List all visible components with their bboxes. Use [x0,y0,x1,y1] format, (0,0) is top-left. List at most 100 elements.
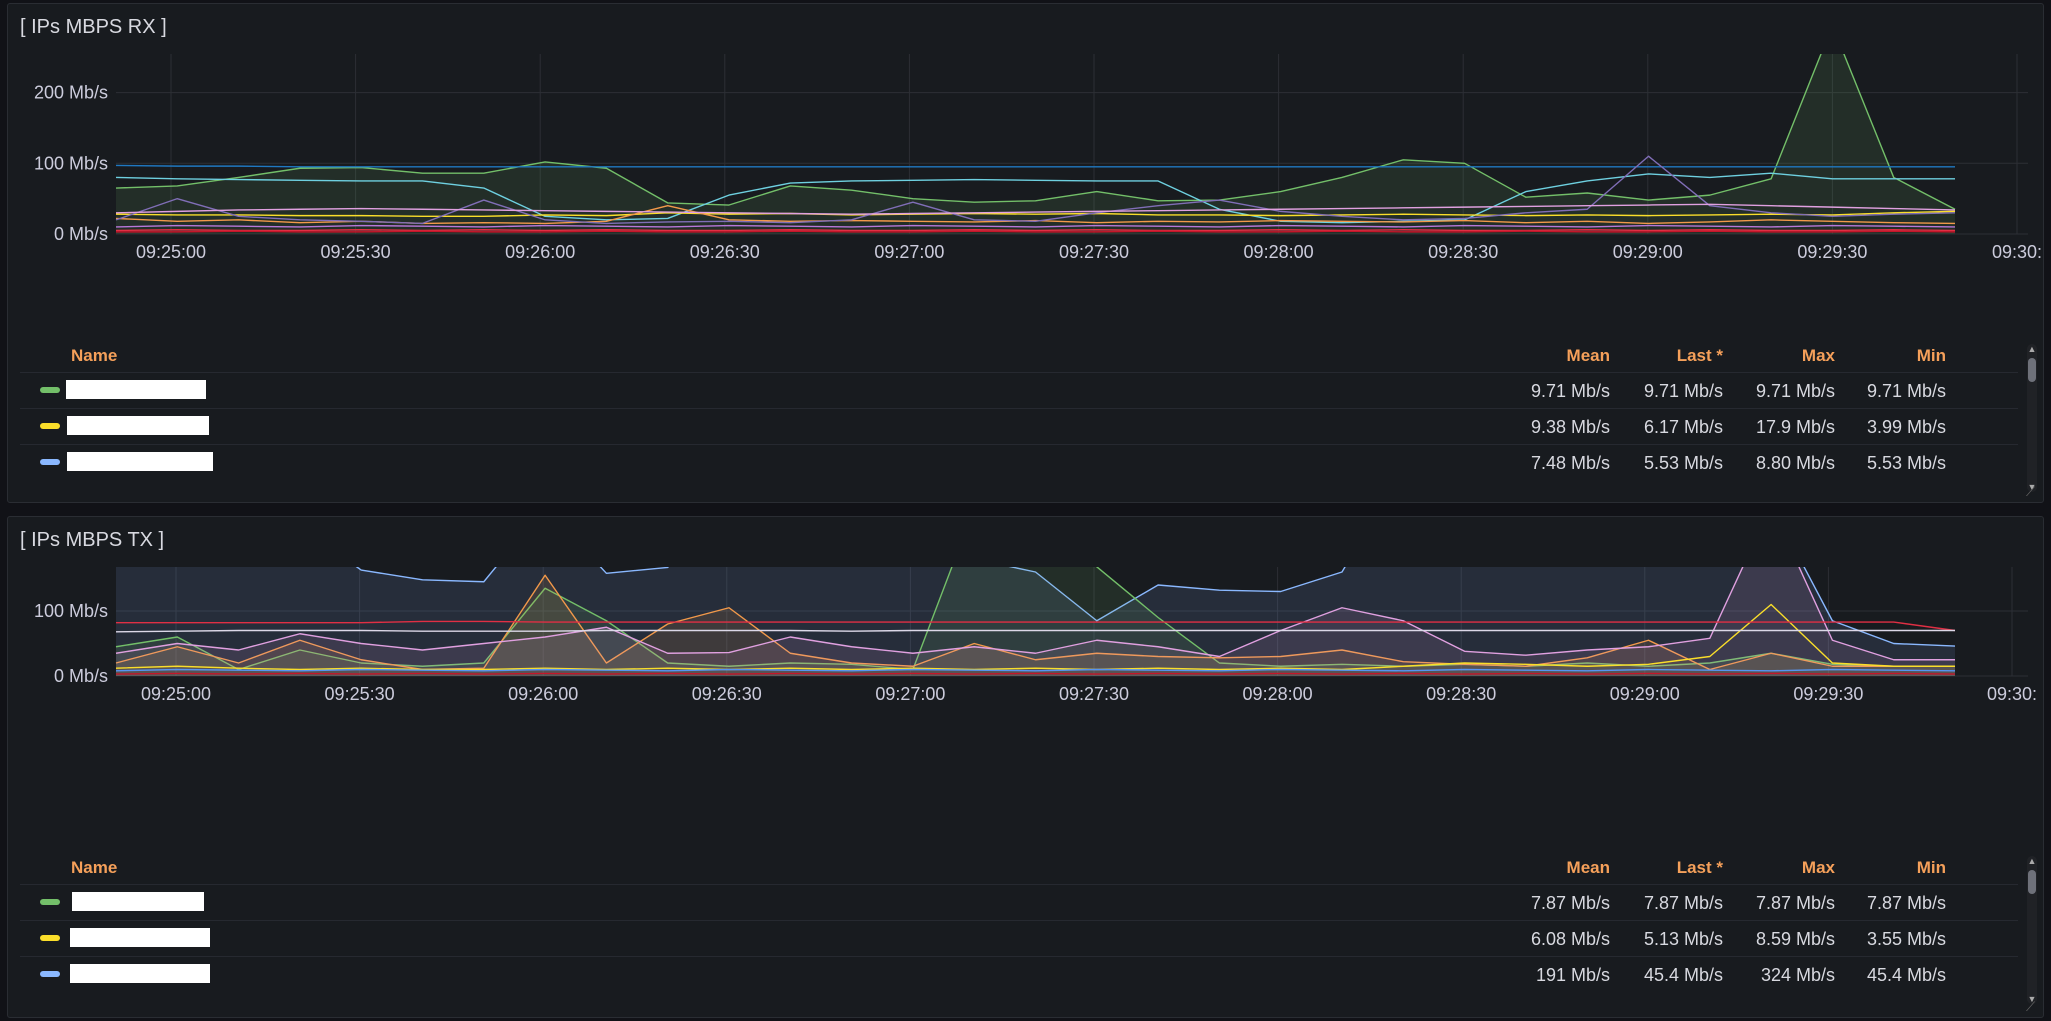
series-line [355,567,1956,647]
legend-header-min[interactable]: Min [1916,346,1946,365]
last-value: 9.71 Mb/s [1643,381,1723,401]
x-tick-label: 09:25:00 [136,242,206,262]
legend-header: Name Mean Last * Max Min [20,856,2018,884]
x-tick-label: 09:27:00 [874,242,944,262]
scroll-down-arrow-icon[interactable]: ▼ [2027,994,2037,1004]
x-tick-label: 09:28:30 [1426,684,1496,704]
legend-header-name[interactable]: Name [71,858,118,877]
legend-scrollbar[interactable]: ▲ ▼ [2027,856,2037,1004]
x-tick-label: 09:28:00 [1244,242,1314,262]
mean-value: 7.48 Mb/s [1530,453,1610,473]
max-value: 8.59 Mb/s [1755,929,1835,949]
series-line [115,629,1955,633]
x-tick-label: 09:30: [1987,684,2037,704]
y-tick-label: 0 Mb/s [54,666,108,686]
legend-header-max[interactable]: Max [1801,346,1835,365]
min-value: 3.55 Mb/s [1866,929,1946,949]
legend-row[interactable]: 7.87 Mb/s 7.87 Mb/s 7.87 Mb/s 7.87 Mb/s [20,884,2018,920]
legend-header: Name Mean Last * Max Min [20,344,2018,372]
series-color-swatch [40,387,60,393]
redacted-series-name [66,380,206,399]
last-value: 45.4 Mb/s [1643,965,1723,985]
resize-handle-icon[interactable]: ⟋ [2026,999,2036,1014]
legend-header-max[interactable]: Max [1801,858,1835,877]
series-color-swatch [40,423,60,429]
legend-header-mean[interactable]: Mean [1566,346,1610,365]
scroll-thumb[interactable] [2028,358,2036,382]
legend-row[interactable]: 9.71 Mb/s 9.71 Mb/s 9.71 Mb/s 9.71 Mb/s [20,372,2018,408]
max-value: 17.9 Mb/s [1755,417,1835,437]
x-tick-label: 09:28:00 [1243,684,1313,704]
series-color-swatch [40,459,60,465]
x-tick-label: 09:25:00 [141,684,211,704]
scroll-thumb[interactable] [2028,870,2036,894]
redacted-series-name [70,964,210,983]
series-color-swatch [40,899,60,905]
legend-header-name[interactable]: Name [71,346,118,365]
max-value: 9.71 Mb/s [1755,381,1835,401]
legend-row[interactable]: 9.38 Mb/s 6.17 Mb/s 17.9 Mb/s 3.99 Mb/s [20,408,2018,444]
series-line [115,668,1956,672]
x-tick-label: 09:29:00 [1613,242,1683,262]
x-tick-label: 09:27:00 [875,684,945,704]
x-tick-label: 09:29:30 [1793,684,1863,704]
panel-title[interactable]: [ IPs MBPS TX ] [20,529,165,551]
rx-legend: Name Mean Last * Max Min 9.71 Mb/s 9.71 … [20,344,2018,480]
min-value: 9.71 Mb/s [1866,381,1946,401]
x-tick-label: 09:26:00 [505,242,575,262]
mean-value: 191 Mb/s [1535,965,1610,985]
legend-header-mean[interactable]: Mean [1566,858,1610,877]
max-value: 324 Mb/s [1760,965,1835,985]
series-line [115,172,1955,224]
x-tick-label: 09:27:30 [1059,242,1129,262]
max-value: 7.87 Mb/s [1755,893,1835,913]
min-value: 5.53 Mb/s [1866,453,1946,473]
x-tick-label: 09:26:30 [690,242,760,262]
x-tick-label: 09:26:30 [692,684,762,704]
x-tick-label: 09:29:30 [1797,242,1867,262]
series-line [116,620,1956,632]
legend-header-last[interactable]: Last * [1676,346,1723,365]
legend-row[interactable]: 191 Mb/s 45.4 Mb/s 324 Mb/s 45.4 Mb/s [20,956,2018,992]
panel-title[interactable]: [ IPs MBPS RX ] [20,16,167,38]
legend-row[interactable]: 7.48 Mb/s 5.53 Mb/s 8.80 Mb/s 5.53 Mb/s [20,444,2018,480]
y-tick-label: 200 Mb/s [34,83,108,103]
redacted-series-name [72,892,204,911]
x-tick-label: 09:30: [1992,242,2042,262]
x-tick-label: 09:28:30 [1428,242,1498,262]
x-tick-label: 09:25:30 [321,242,391,262]
legend-header-min[interactable]: Min [1916,858,1946,877]
scroll-down-arrow-icon[interactable]: ▼ [2027,482,2037,492]
y-tick-label: 100 Mb/s [34,153,108,173]
resize-handle-icon[interactable]: ⟋ [2026,484,2036,499]
series-line [115,224,1956,228]
redacted-series-name [70,928,210,947]
last-value: 5.53 Mb/s [1643,453,1723,473]
last-value: 5.13 Mb/s [1643,929,1723,949]
series-line [115,203,1956,215]
tx-legend: Name Mean Last * Max Min 7.87 Mb/s 7.87 … [20,856,2018,992]
x-tick-label: 09:26:00 [508,684,578,704]
max-value: 8.80 Mb/s [1755,453,1835,473]
series-line [115,229,1956,232]
x-tick-label: 09:29:00 [1610,684,1680,704]
legend-header-last[interactable]: Last * [1676,858,1723,877]
legend-row[interactable]: 6.08 Mb/s 5.13 Mb/s 8.59 Mb/s 3.55 Mb/s [20,920,2018,956]
series-line [115,155,1956,225]
last-value: 6.17 Mb/s [1643,417,1723,437]
scroll-up-arrow-icon[interactable]: ▲ [2027,856,2037,866]
mean-value: 7.87 Mb/s [1530,893,1610,913]
series-area [116,575,1955,676]
scroll-up-arrow-icon[interactable]: ▲ [2027,344,2037,354]
series-area [116,54,1955,234]
redacted-series-name [67,416,209,435]
x-tick-label: 09:25:30 [325,684,395,704]
y-tick-label: 100 Mb/s [34,601,108,621]
y-tick-label: 0 Mb/s [54,224,108,244]
series-color-swatch [40,971,60,977]
legend-scrollbar[interactable]: ▲ ▼ [2027,344,2037,492]
